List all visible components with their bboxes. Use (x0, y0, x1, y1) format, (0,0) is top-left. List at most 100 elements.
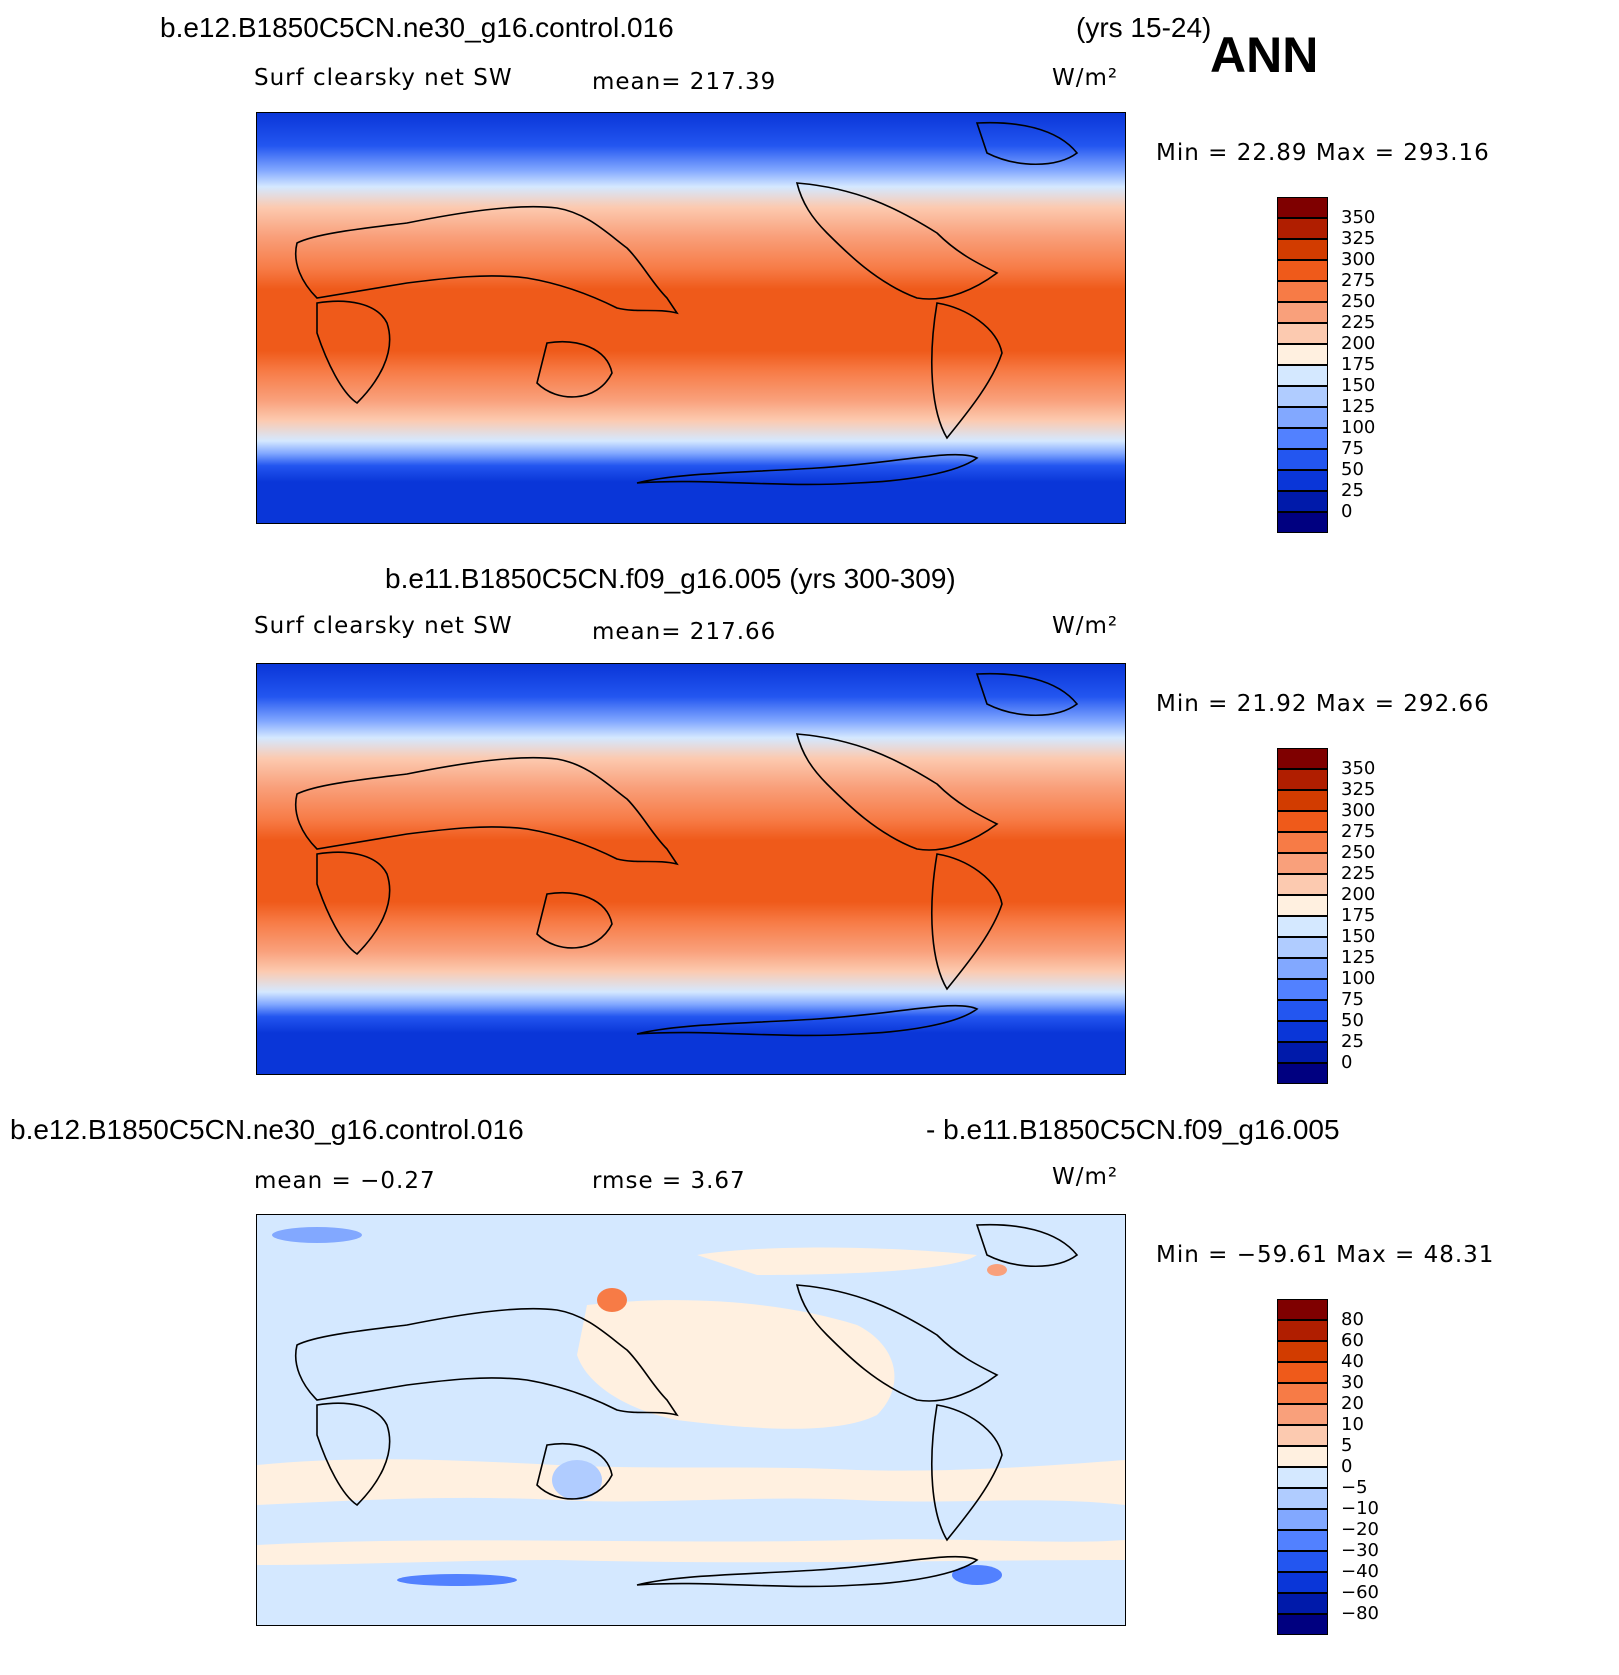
panel2-colorbar-swatch (1277, 748, 1328, 769)
panel3-units: W/m² (1052, 1164, 1119, 1190)
panel1-colorbar-swatch (1277, 449, 1328, 470)
panel3-map-field (257, 1215, 1125, 1625)
panel3-colorbar-swatch (1277, 1446, 1328, 1467)
panel3-positive-regions (257, 1247, 1125, 1565)
panel3-mean: mean = −0.27 (254, 1168, 436, 1194)
panel1-mean: mean= 217.39 (592, 69, 777, 95)
panel1-colorbar-swatch (1277, 470, 1328, 491)
season-label: ANN (1210, 27, 1319, 83)
panel1-colorbar-swatch (1277, 428, 1328, 449)
panel3-colorbar-label: 60 (1341, 1330, 1364, 1351)
panel1-colorbar-swatch (1277, 197, 1328, 218)
panel1-map-field (257, 113, 1125, 523)
panel2-colorbar-label: 25 (1341, 1031, 1364, 1052)
panel1-colorbar-label: 125 (1341, 396, 1376, 417)
panel1-colorbar-label: 325 (1341, 228, 1376, 249)
panel2-colorbar-label: 250 (1341, 842, 1376, 863)
panel3-coastlines (294, 1223, 1079, 1588)
panel2-colorbar-label: 350 (1341, 758, 1376, 779)
panel1-colorbar-swatch (1277, 386, 1328, 407)
panel3-colorbar-label: 40 (1341, 1351, 1364, 1372)
panel3-colorbar-label: 20 (1341, 1393, 1364, 1414)
panel1-colorbar-swatch (1277, 365, 1328, 386)
panel2-colorbar-swatch (1277, 916, 1328, 937)
panel3-rmse: rmse = 3.67 (592, 1168, 746, 1194)
panel1-minmax: Min = 22.89 Max = 293.16 (1156, 140, 1490, 166)
panel3-colorbar-label: 80 (1341, 1309, 1364, 1330)
panel1-colorbar-label: 350 (1341, 207, 1376, 228)
panel1-colorbar-label: 275 (1341, 270, 1376, 291)
case1-title: b.e12.B1850C5CN.ne30_g16.control.016 (160, 12, 674, 43)
panel1-colorbar-label: 175 (1341, 354, 1376, 375)
panel2-colorbar-swatch (1277, 1063, 1328, 1084)
panel1-colorbar-label: 0 (1341, 501, 1353, 522)
panel1-colorbar-swatch (1277, 344, 1328, 365)
panel1-colorbar-label: 200 (1341, 333, 1376, 354)
panel2-map (256, 663, 1126, 1075)
panel1-colorbar-label: 250 (1341, 291, 1376, 312)
panel3-colorbar-swatch (1277, 1341, 1328, 1362)
panel2-coastlines (294, 672, 1079, 1037)
panel2-colorbar-label: 200 (1341, 884, 1376, 905)
panel1-colorbar-swatch (1277, 491, 1328, 512)
panel3-colorbar-swatch (1277, 1551, 1328, 1572)
panel3-minmax: Min = −59.61 Max = 48.31 (1156, 1242, 1495, 1268)
panel2-colorbar-swatch (1277, 874, 1328, 895)
panel3-colorbar-label: −30 (1341, 1540, 1379, 1561)
panel2-units: W/m² (1052, 613, 1119, 639)
panel3-colorbar-swatch (1277, 1362, 1328, 1383)
panel2-map-field (257, 664, 1125, 1074)
panel1-colorbar-label: 75 (1341, 438, 1364, 459)
panel3-colorbar-swatch (1277, 1488, 1328, 1509)
panel3-colorbar-label: 5 (1341, 1435, 1353, 1456)
panel2-colorbar-swatch (1277, 1021, 1328, 1042)
panel3-colorbar-swatch (1277, 1299, 1328, 1320)
panel3-colorbar-label: 30 (1341, 1372, 1364, 1393)
panel2-colorbar-label: 175 (1341, 905, 1376, 926)
panel3-colorbar-label: 10 (1341, 1414, 1364, 1435)
panel3-colorbar-swatch (1277, 1530, 1328, 1551)
panel1-colorbar-swatch (1277, 323, 1328, 344)
panel1-colorbar-swatch (1277, 512, 1328, 533)
diff-title-left: b.e12.B1850C5CN.ne30_g16.control.016 (10, 1114, 524, 1145)
panel1-colorbar-swatch (1277, 302, 1328, 323)
panel2-variable: Surf clearsky net SW (254, 613, 513, 639)
panel2-colorbar-label: 300 (1341, 800, 1376, 821)
panel2-colorbar-label: 50 (1341, 1010, 1364, 1031)
panel3-colorbar-label: −10 (1341, 1498, 1379, 1519)
panel2-colorbar-swatch (1277, 769, 1328, 790)
panel3-colorbar-swatch (1277, 1467, 1328, 1488)
panel3-colorbar-swatch (1277, 1572, 1328, 1593)
panel1-colorbar-swatch (1277, 218, 1328, 239)
panel3-colorbar-swatch (1277, 1320, 1328, 1341)
panel1-colorbar-swatch (1277, 239, 1328, 260)
panel1-colorbar-swatch (1277, 407, 1328, 428)
panel1-colorbar-label: 25 (1341, 480, 1364, 501)
panel3-colorbar-swatch (1277, 1593, 1328, 1614)
panel3-colorbar-swatch (1277, 1614, 1328, 1635)
panel2-colorbar-label: 325 (1341, 779, 1376, 800)
panel1-colorbar-label: 150 (1341, 375, 1376, 396)
panel2-colorbar-swatch (1277, 853, 1328, 874)
diff-title-right: - b.e11.B1850C5CN.f09_g16.005 (926, 1114, 1340, 1145)
panel3-colorbar-label: 0 (1341, 1456, 1353, 1477)
panel3-negative-regions (272, 1227, 1002, 1586)
panel3-colorbar-swatch (1277, 1404, 1328, 1425)
panel2-mean: mean= 217.66 (592, 619, 777, 645)
panel1-variable: Surf clearsky net SW (254, 65, 513, 91)
panel2-colorbar-swatch (1277, 958, 1328, 979)
panel2-colorbar-label: 100 (1341, 968, 1376, 989)
panel2-colorbar-swatch (1277, 1000, 1328, 1021)
panel3-map (256, 1214, 1126, 1626)
panel1-colorbar-label: 225 (1341, 312, 1376, 333)
panel2-colorbar-label: 0 (1341, 1052, 1353, 1073)
panel2-colorbar-swatch (1277, 811, 1328, 832)
panel2-colorbar-label: 275 (1341, 821, 1376, 842)
panel2-minmax: Min = 21.92 Max = 292.66 (1156, 691, 1490, 717)
panel2-colorbar-label: 150 (1341, 926, 1376, 947)
panel1-colorbar-swatch (1277, 260, 1328, 281)
panel2-colorbar-swatch (1277, 832, 1328, 853)
panel3-colorbar-swatch (1277, 1383, 1328, 1404)
panel2-colorbar-swatch (1277, 895, 1328, 916)
panel3-colorbar-label: −40 (1341, 1561, 1379, 1582)
